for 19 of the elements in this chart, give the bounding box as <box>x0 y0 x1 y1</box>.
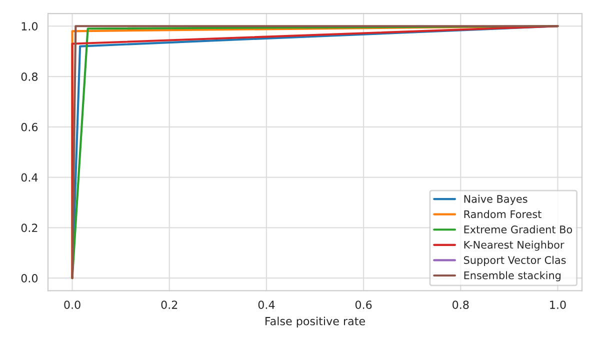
x-tick-label: 0.6 <box>355 300 372 310</box>
y-tick-label: 0.8 <box>21 72 38 81</box>
y-tick-label: 0.4 <box>21 173 38 182</box>
x-axis-title: False positive rate <box>266 316 365 328</box>
x-tick-label: 0.0 <box>64 300 80 310</box>
x-tick-label: 0.8 <box>452 300 469 310</box>
y-tick-label: 0.6 <box>21 122 38 132</box>
legend-label: Support Vector Clas <box>464 256 566 266</box>
x-tick-label: 1.0 <box>550 300 566 310</box>
legend-label: Naive Bayes <box>464 194 528 205</box>
legend-label: K-Nearest Neighbor <box>464 240 564 251</box>
y-tick-label: 0.2 <box>21 224 38 232</box>
legend-label: Ensemble stacking <box>464 271 561 282</box>
x-tick-label: 0.4 <box>258 300 275 310</box>
y-tick-label: 0.0 <box>21 274 38 282</box>
x-tick-label: 0.2 <box>161 300 178 310</box>
legend-label: Extreme Gradient Bo <box>464 225 572 234</box>
y-tick-label: 1.0 <box>22 22 38 30</box>
legend-label: Random Forest <box>464 210 542 218</box>
